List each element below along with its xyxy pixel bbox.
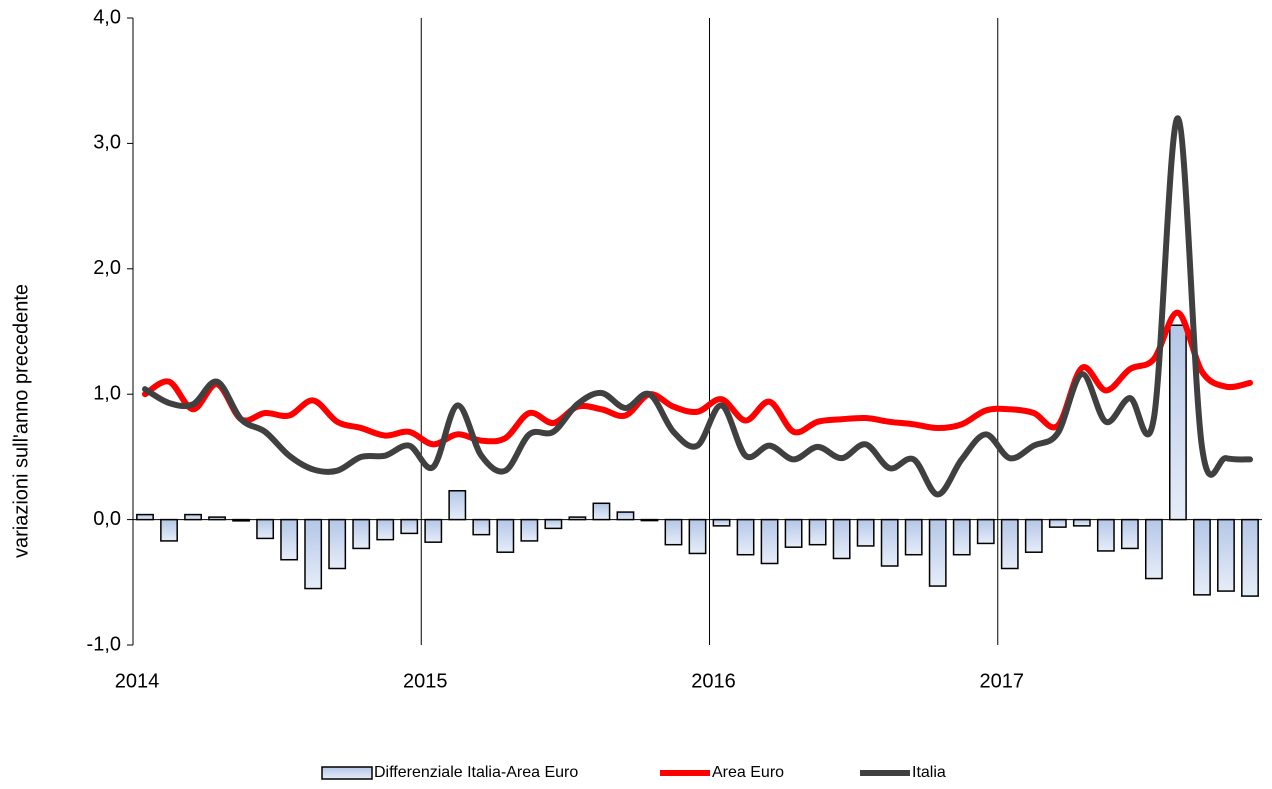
bar (424, 518, 443, 543)
y-tick-label: 2,0 (93, 257, 121, 279)
bar (1169, 324, 1187, 521)
bar (976, 518, 995, 545)
bar (1217, 518, 1235, 592)
bar (160, 518, 178, 542)
bar (712, 518, 731, 527)
legend-label: Area Euro (712, 764, 784, 781)
bar (1072, 518, 1091, 527)
bar (1048, 518, 1067, 528)
line (142, 115, 1253, 498)
x-tick-label: 2017 (980, 670, 1025, 692)
bar (328, 518, 347, 570)
bar (880, 518, 899, 567)
bar (136, 513, 154, 521)
legend-label: Italia (912, 764, 946, 781)
bar (520, 518, 539, 542)
bar (280, 518, 299, 561)
bar (760, 518, 779, 565)
bar (616, 511, 635, 521)
y-tick-label: 0,0 (93, 508, 121, 530)
bar (1144, 518, 1163, 580)
bar (832, 518, 851, 560)
bar (1241, 518, 1259, 597)
bar (736, 518, 755, 556)
bar (928, 518, 947, 587)
bar (592, 502, 611, 521)
bar (856, 518, 875, 547)
x-tick-label: 2015 (403, 670, 448, 692)
y-tick-label: 1,0 (93, 382, 121, 404)
legend-label: Differenziale Italia-Area Euro (374, 764, 578, 781)
bar (1000, 518, 1019, 570)
y-tick-label: -1,0 (87, 633, 121, 655)
bar (304, 518, 323, 590)
y-tick-label: 3,0 (93, 132, 121, 154)
y-axis-label: variazioni sull'anno precedente (10, 284, 32, 558)
bar (664, 518, 683, 546)
bar (784, 518, 803, 548)
bar (400, 518, 419, 535)
bar (1193, 518, 1211, 596)
bar (472, 518, 491, 536)
bar (256, 518, 275, 540)
legend-swatch (321, 766, 373, 780)
bar (544, 518, 563, 530)
bar (952, 518, 971, 556)
bar (184, 513, 202, 521)
legend: Differenziale Italia-Area Euro Area Euro I… (321, 764, 946, 781)
bar (376, 518, 395, 541)
x-tick-label: 2014 (115, 670, 160, 692)
y-tick-label: 4,0 (93, 6, 121, 28)
bar (352, 518, 371, 550)
bar (1120, 518, 1139, 550)
bar (904, 518, 923, 556)
bar (1096, 518, 1115, 552)
bar (808, 518, 827, 546)
bar (496, 518, 515, 553)
x-tick-label: 2016 (691, 670, 736, 692)
bar (1024, 518, 1043, 553)
bar (688, 518, 707, 555)
bar (448, 490, 467, 521)
